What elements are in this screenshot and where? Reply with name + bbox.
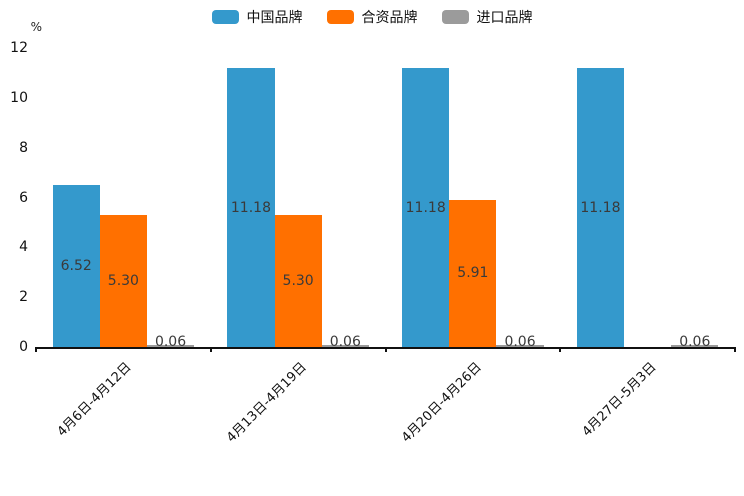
bar-value-label: 11.18	[405, 199, 446, 216]
legend-swatch-icon	[326, 10, 354, 24]
y-axis-unit-label: %	[30, 20, 42, 34]
legend-swatch-icon	[441, 10, 469, 24]
plot-area: 0 2 4 6 8 10 12 6.52 11.18 11.18 11.18 5.30 5.30 5.91…	[10, 40, 736, 446]
y-axis-tick-label: 6	[19, 189, 28, 206]
legend-label: 合资品牌	[361, 10, 418, 26]
y-axis-tick-label: 4	[19, 239, 28, 256]
bar-value-label: 0.06	[504, 334, 536, 350]
bar-value-label: 5.30	[282, 272, 314, 289]
bar-value-label: 11.18	[230, 199, 271, 216]
x-axis-tick-label: 4月13日-4月19日	[223, 359, 310, 446]
bar-value-label: 0.06	[329, 334, 361, 350]
bar-value-label: 0.06	[154, 334, 187, 350]
x-axis-tick-label: 4月6日-4月12日	[54, 359, 135, 440]
y-axis-tick-label: 0	[19, 339, 28, 355]
y-axis-tick-label: 8	[19, 139, 28, 156]
bar	[99, 214, 147, 347]
legend-label: 进口品牌	[476, 10, 533, 26]
bar	[671, 345, 719, 347]
y-axis-tick-label: 2	[19, 289, 28, 306]
legend: 中国品牌 合资品牌 进口品牌	[0, 7, 744, 27]
bar	[321, 345, 369, 347]
x-axis-tick	[35, 347, 37, 352]
x-axis-tick	[209, 347, 212, 352]
x-axis-tick	[384, 347, 387, 352]
legend-label: 中国品牌	[246, 10, 303, 26]
x-axis-tick-label: 4月20日-4月26日	[398, 359, 485, 446]
legend-item: 中国品牌	[211, 7, 303, 27]
bar	[52, 184, 100, 347]
x-axis-tick-label: 4月27日-5月3日	[579, 359, 660, 440]
bar	[449, 199, 497, 347]
x-axis-tick	[559, 347, 562, 352]
bar-value-label: 5.91	[457, 265, 489, 282]
bar	[496, 345, 544, 347]
legend-item: 进口品牌	[441, 7, 533, 27]
bar-value-label: 5.30	[107, 272, 139, 289]
bar-value-label: 11.18	[580, 199, 621, 216]
bar	[402, 68, 450, 347]
legend-swatch-icon	[211, 10, 239, 24]
x-axis-tick	[734, 347, 736, 352]
legend-item: 合资品牌	[326, 7, 418, 27]
bar	[274, 214, 322, 347]
bar-value-label: 6.52	[60, 257, 92, 274]
y-axis-tick-label: 10	[10, 89, 28, 106]
y-axis-tick-label: 12	[10, 40, 28, 56]
bar	[576, 68, 625, 347]
bar-value-label: 0.06	[679, 334, 711, 350]
bar	[227, 68, 275, 347]
bar	[146, 345, 195, 347]
